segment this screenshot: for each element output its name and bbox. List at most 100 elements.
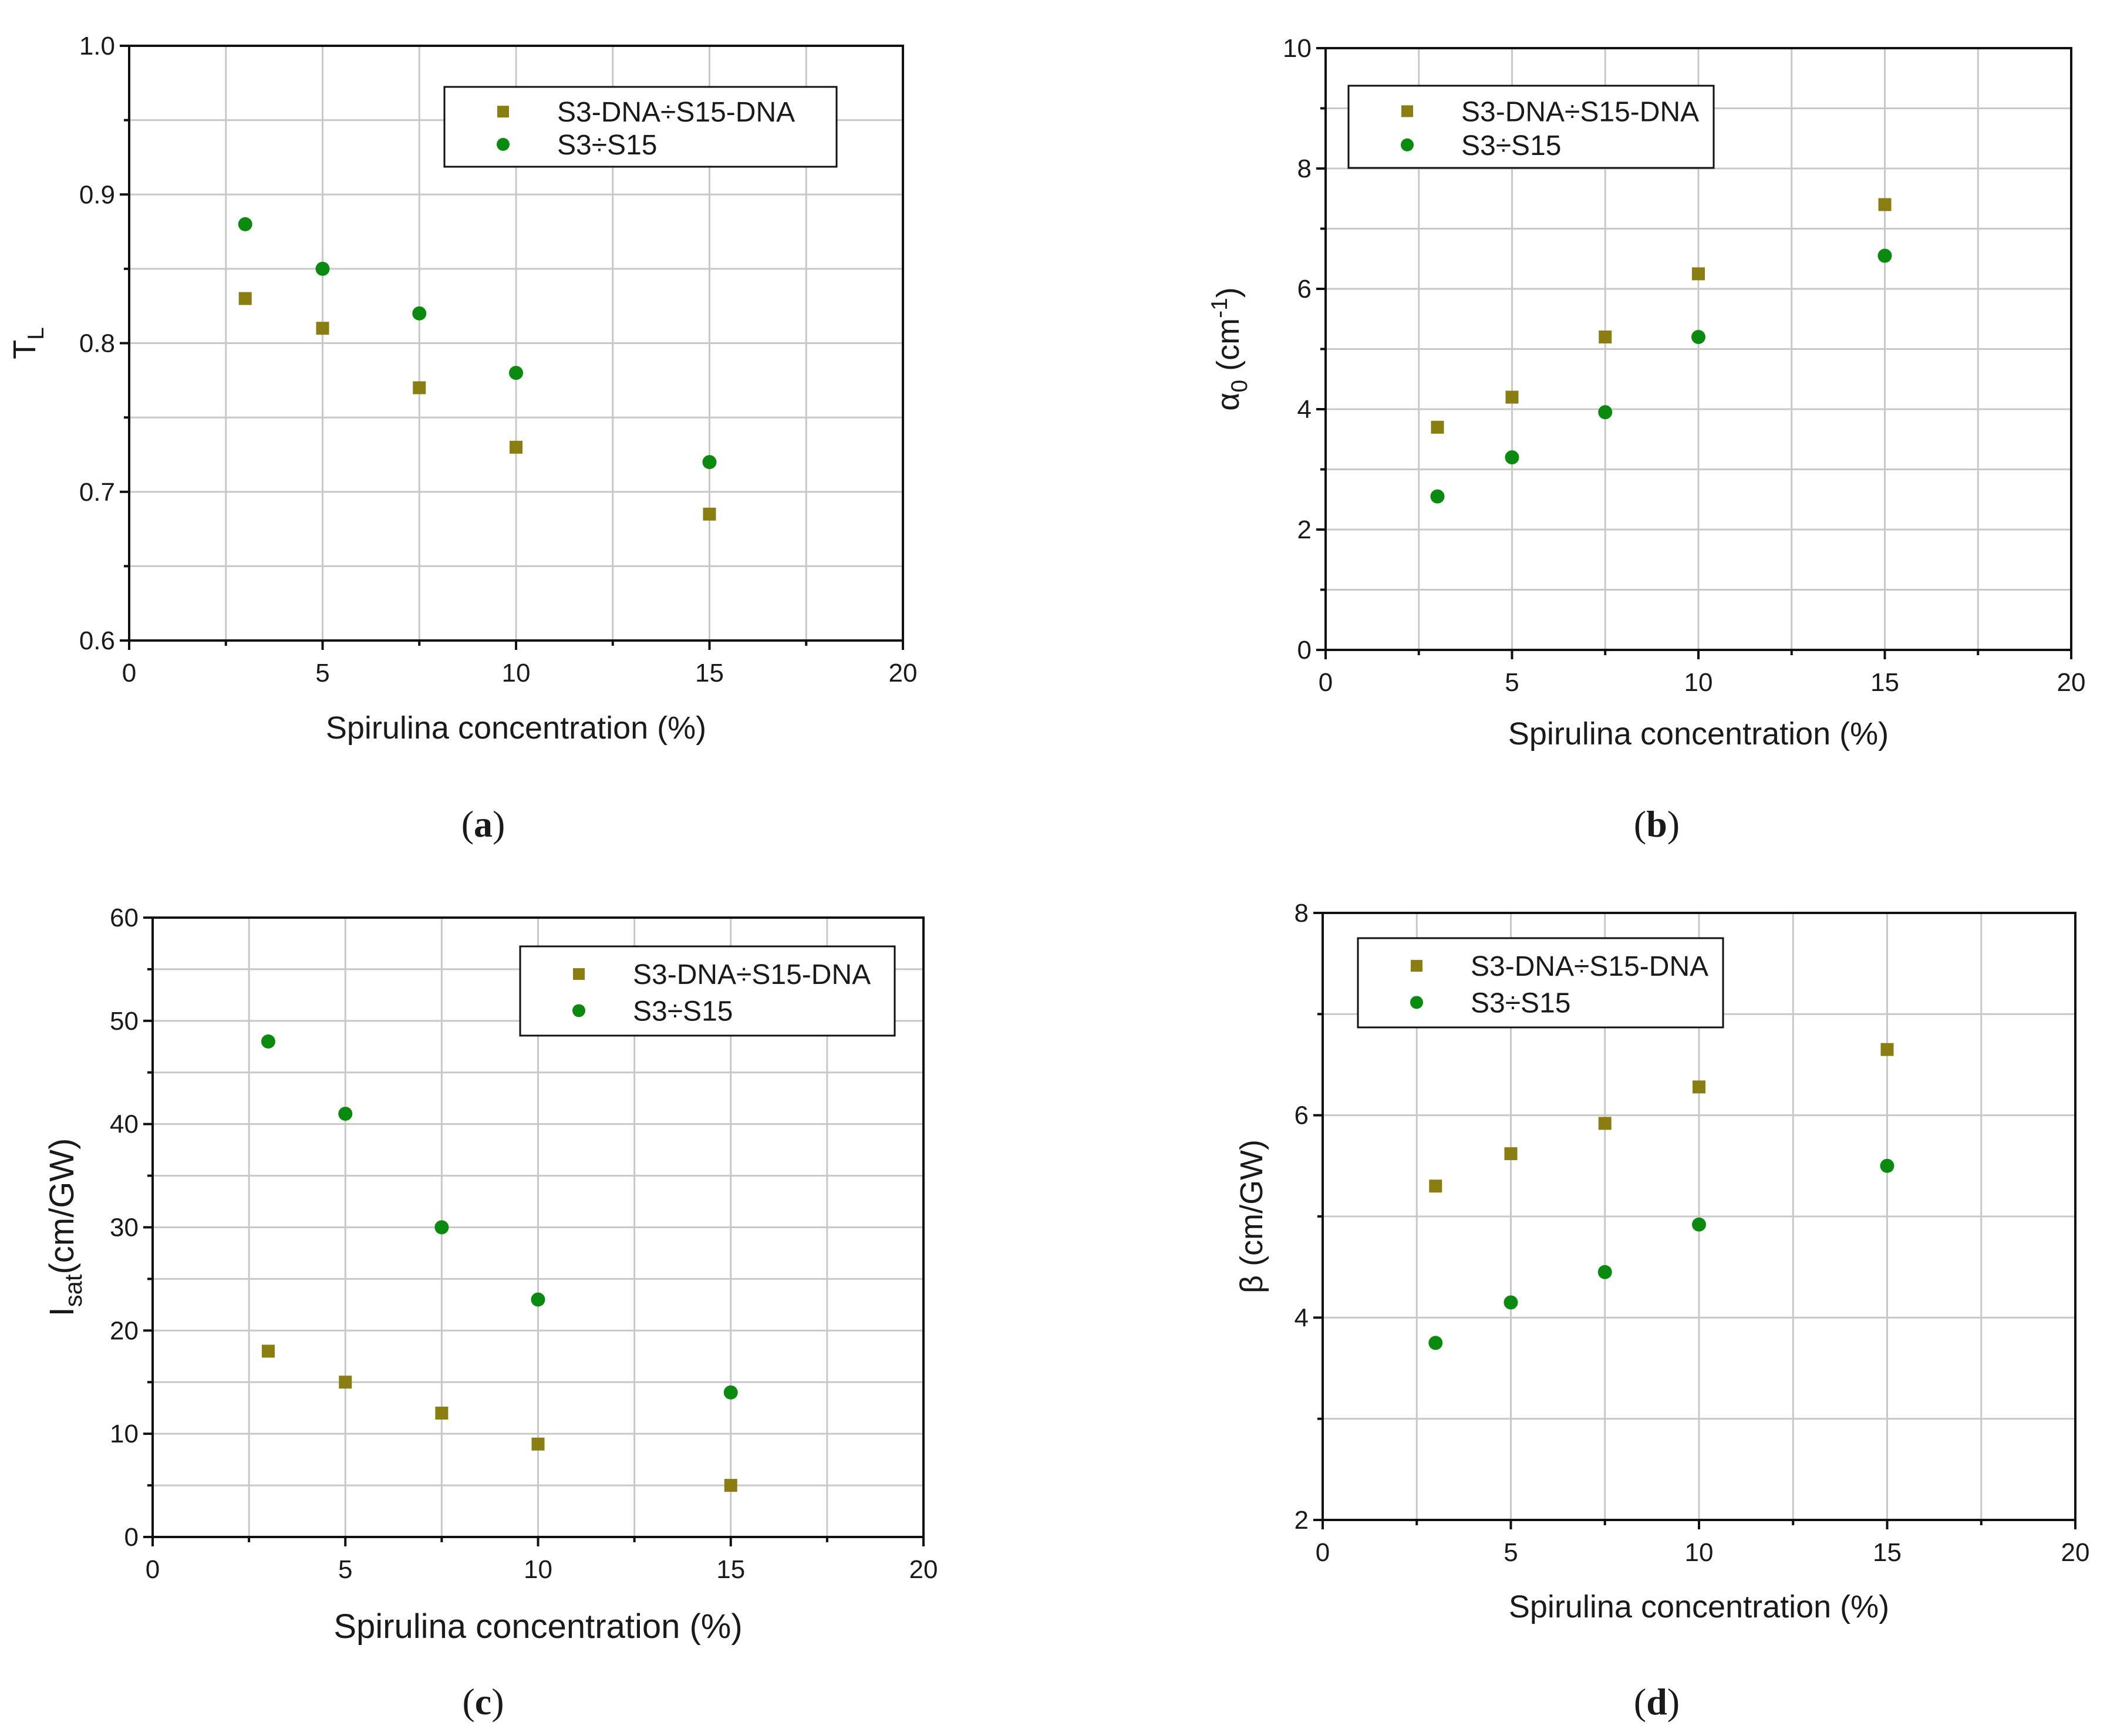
y-label-main: β (cm/GW) — [1234, 1140, 1269, 1293]
data-point-square — [435, 1407, 449, 1420]
x-tick-label: 0 — [122, 659, 136, 687]
caption-open-paren: ( — [1634, 1681, 1646, 1722]
y-tick-label: 0.8 — [79, 329, 115, 358]
y-tick-label: 10 — [110, 1420, 139, 1448]
data-point-square — [1692, 267, 1705, 281]
y-tick-label: 50 — [110, 1007, 139, 1036]
x-tick-label: 0 — [146, 1555, 160, 1584]
caption-close-paren: ) — [493, 803, 505, 845]
legend-label: S3-DNA÷S15-DNA — [1471, 951, 1708, 982]
legend-box — [1347, 85, 1715, 169]
data-point-square — [1598, 1117, 1612, 1130]
data-point-circle — [1504, 1295, 1518, 1310]
chart-panel-c: 0 5 10 15 20 0 10 20 30 40 50 60 Spirulina concentra… — [43, 904, 938, 1722]
y-tick-label: 2 — [1295, 1506, 1309, 1535]
y-tick-label: 0.6 — [79, 626, 115, 655]
caption-close-paren: ) — [491, 1681, 504, 1722]
y-label-main: T — [7, 340, 42, 359]
data-point-square — [1429, 1179, 1442, 1193]
x-axis-label: Spirulina concentration (%) — [333, 1607, 742, 1646]
x-tick-label: 5 — [1504, 1538, 1518, 1567]
legend-box — [1357, 937, 1724, 1029]
legend-marker-circle — [1401, 138, 1414, 151]
data-point-square — [1878, 198, 1892, 211]
x-tick-label: 10 — [1685, 1538, 1714, 1567]
data-point-circle — [1692, 1217, 1706, 1232]
legend-label: S3-DNA÷S15-DNA — [1461, 96, 1699, 127]
x-tick-label: 5 — [1505, 668, 1519, 697]
y-label-sub: 0 — [1227, 380, 1252, 393]
y-axis-label: TL — [7, 327, 49, 359]
data-point-circle — [531, 1292, 545, 1307]
data-point-circle — [1880, 1158, 1894, 1173]
y-tick-label: 8 — [1297, 154, 1312, 183]
legend-marker-square — [573, 968, 585, 980]
panel-caption: (d) — [1634, 1681, 1680, 1722]
y-tick-label: 0 — [1297, 636, 1312, 665]
data-point-circle — [1597, 1265, 1612, 1279]
legend-marker-square — [1401, 105, 1413, 117]
chart-panel-b: 0 5 10 15 20 0 2 4 6 8 10 Spirulina concentration (… — [1207, 34, 2085, 845]
x-tick-label: 10 — [524, 1555, 552, 1584]
data-point-circle — [1691, 330, 1705, 344]
y-label-unit: (cm — [1211, 318, 1246, 380]
legend-marker-circle — [1410, 996, 1423, 1009]
data-point-square — [339, 1376, 352, 1389]
caption-open-paren: ( — [1634, 803, 1646, 845]
data-point-square — [1505, 390, 1519, 404]
x-tick-label: 20 — [889, 659, 918, 687]
data-point-square — [510, 440, 522, 454]
y-axis-label: α0 (cm-1) — [1207, 287, 1252, 410]
caption-letter: b — [1646, 803, 1667, 845]
data-point-square — [1599, 331, 1612, 343]
x-tick-label: 20 — [2057, 668, 2086, 697]
chart-panel-a: 0 5 10 15 20 0.6 0.7 0.8 0.9 1.0 Spirulina concent… — [7, 32, 917, 845]
data-point-circle — [261, 1034, 275, 1049]
y-label-unit: (cm/GW) — [43, 1138, 81, 1275]
chart-panel-d: 0 5 10 15 20 2 4 6 8 Spirulina concentration (%) β… — [1234, 899, 2089, 1722]
panel-caption: (b) — [1634, 803, 1680, 845]
legend-marker-circle — [497, 137, 510, 151]
data-point-circle — [1428, 1336, 1443, 1350]
data-point-circle — [338, 1107, 353, 1121]
x-tick-label: 5 — [338, 1555, 352, 1584]
y-tick-label: 2 — [1297, 515, 1312, 544]
legend-box — [519, 945, 896, 1037]
y-axis-label: β (cm/GW) — [1234, 1140, 1269, 1293]
legend-marker-circle — [572, 1004, 585, 1017]
data-point-square — [531, 1437, 545, 1451]
y-tick-label: 30 — [110, 1213, 139, 1242]
caption-close-paren: ) — [1667, 803, 1680, 845]
y-label-main: I — [43, 1307, 81, 1316]
data-point-square — [316, 322, 329, 335]
legend-label: S3÷S15 — [633, 996, 733, 1027]
legend-label: S3÷S15 — [557, 130, 657, 161]
caption-close-paren: ) — [1667, 1681, 1680, 1722]
panel-caption: (a) — [461, 803, 505, 845]
data-point-circle — [1598, 405, 1613, 420]
legend-label: S3÷S15 — [1471, 987, 1570, 1019]
y-tick-label: 0.9 — [79, 180, 115, 209]
y-label-sup: -1 — [1207, 298, 1232, 318]
caption-open-paren: ( — [461, 803, 474, 845]
data-point-square — [1431, 420, 1444, 434]
data-point-square — [703, 507, 716, 521]
y-tick-label: 1.0 — [79, 32, 115, 60]
y-label-main: α — [1211, 392, 1246, 410]
y-tick-label: 4 — [1295, 1303, 1309, 1332]
x-tick-label: 10 — [502, 659, 531, 687]
data-point-circle — [702, 455, 717, 470]
data-point-square — [724, 1479, 737, 1492]
data-point-circle — [412, 306, 427, 321]
y-tick-label: 0.7 — [79, 478, 115, 507]
data-point-circle — [723, 1385, 738, 1400]
data-point-square — [238, 292, 252, 305]
y-tick-label: 60 — [110, 904, 139, 932]
legend-marker-square — [1411, 960, 1422, 972]
legend-box — [443, 86, 838, 168]
panel-caption: (c) — [462, 1681, 504, 1722]
x-tick-label: 15 — [1870, 668, 1899, 697]
x-tick-label: 5 — [315, 659, 329, 687]
caption-letter: d — [1646, 1681, 1667, 1722]
